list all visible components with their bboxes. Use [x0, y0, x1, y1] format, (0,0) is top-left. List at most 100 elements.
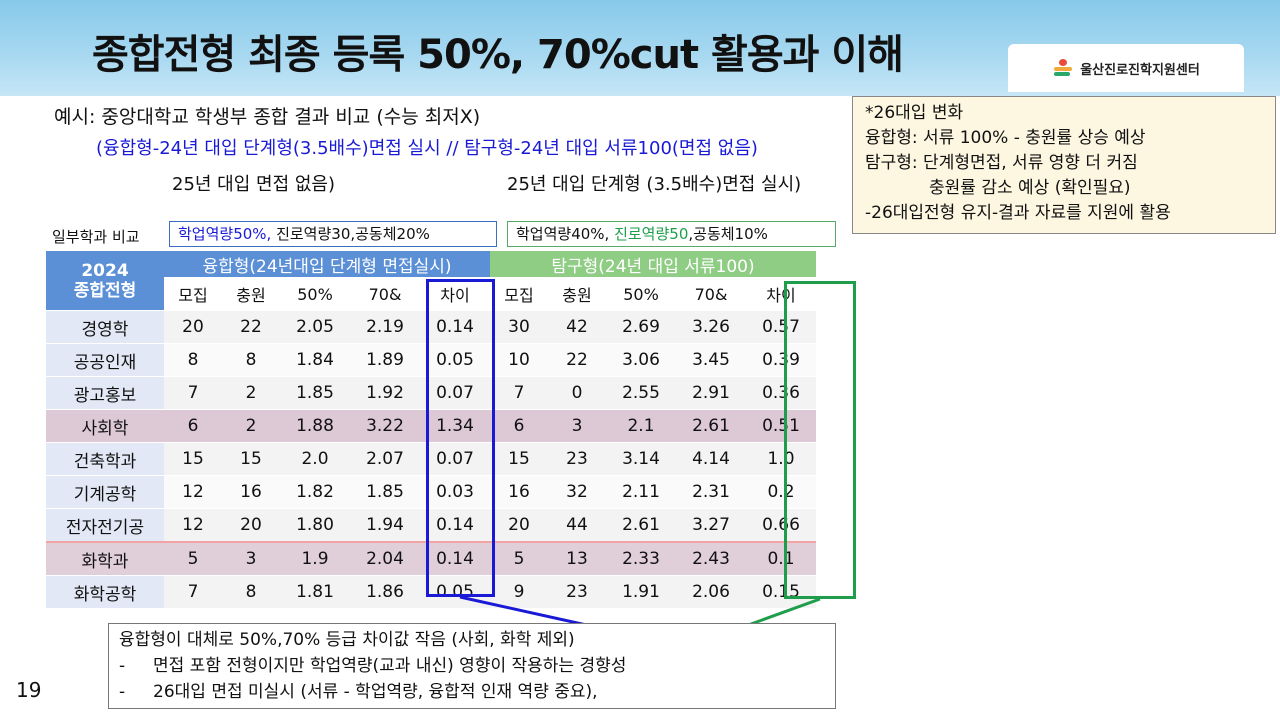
- value-cell: 1.80: [280, 508, 350, 541]
- weight-rest: ,공동체10%: [688, 225, 768, 243]
- value-cell: 30: [490, 310, 548, 343]
- value-cell: 0.66: [746, 508, 816, 541]
- table-row: 건축학과 15 15 2.0 2.07 0.07 15 23 3.14 4.14 1.0: [46, 442, 816, 475]
- table-row: 공공인재 8 8 1.84 1.89 0.05 10 22 3.06 3.45 0.39: [46, 343, 816, 376]
- column-header: 충원: [222, 277, 280, 310]
- value-cell: 0.07: [420, 376, 490, 409]
- column-header: 모집: [490, 277, 548, 310]
- value-cell: 0.07: [420, 442, 490, 475]
- value-cell: 8: [164, 343, 222, 376]
- value-cell: 7: [490, 376, 548, 409]
- value-cell: 0.39: [746, 343, 816, 376]
- value-cell: 20: [222, 508, 280, 541]
- value-cell: 3.14: [606, 442, 676, 475]
- value-cell: 2.69: [606, 310, 676, 343]
- note-left: 25년 대입 면접 없음): [172, 174, 336, 195]
- logo: 울산진로진학지원센터: [1008, 44, 1244, 92]
- dept-cell: 전자전기공: [46, 508, 164, 541]
- dept-cell: 기계공학: [46, 475, 164, 508]
- dept-cell: 화학공학: [46, 575, 164, 608]
- weight-lead: 학업역량40%,: [516, 225, 615, 243]
- value-cell: 20: [490, 508, 548, 541]
- info-line: 융합형: 서류 100% - 충원률 상승 예상: [865, 128, 1146, 148]
- column-header: 50%: [606, 277, 676, 310]
- dept-cell: 사회학: [46, 409, 164, 442]
- value-cell: 15: [222, 442, 280, 475]
- value-cell: 7: [164, 575, 222, 608]
- page-title: 종합전형 최종 등록 50%, 70%cut 활용과 이해: [92, 32, 904, 78]
- value-cell: 1.85: [280, 376, 350, 409]
- compare-label: 일부학과 비교: [52, 228, 140, 246]
- value-cell: 3: [548, 409, 606, 442]
- dept-cell: 광고홍보: [46, 376, 164, 409]
- summary-line: -26대입 면접 미실시 (서류 - 학업역량, 융합적 인재 역량 중요),: [119, 682, 598, 702]
- value-cell: 6: [490, 409, 548, 442]
- value-cell: 0.03: [420, 475, 490, 508]
- column-header: 차이: [420, 277, 490, 310]
- note-right: 25년 대입 단계형 (3.5배수)면접 실시): [507, 174, 802, 195]
- title-banner: 종합전형 최종 등록 50%, 70%cut 활용과 이해 울산진로진학지원센터: [0, 0, 1280, 96]
- value-cell: 1.9: [280, 541, 350, 575]
- value-cell: 4.14: [676, 442, 746, 475]
- info-line: 충원률 감소 예상 (확인필요): [929, 178, 1131, 198]
- dept-cell: 화학과: [46, 541, 164, 575]
- value-cell: 1.94: [350, 508, 420, 541]
- table-corner: 2024 종합전형: [46, 250, 164, 310]
- column-header: 차이: [746, 277, 816, 310]
- value-cell: 3: [222, 541, 280, 575]
- change-info-box: *26대입 변화 융합형: 서류 100% - 충원률 상승 예상 탐구형: 단…: [852, 96, 1276, 234]
- column-header: 충원: [548, 277, 606, 310]
- weight-box-b: 학업역량40%, 진로역량50,공동체10%: [507, 221, 836, 247]
- highlight-frame-green: [784, 281, 856, 599]
- dept-cell: 공공인재: [46, 343, 164, 376]
- example-heading: 예시: 중앙대학교 학생부 종합 결과 비교 (수능 최저X): [54, 106, 481, 128]
- value-cell: 2.07: [350, 442, 420, 475]
- value-cell: 2.06: [676, 575, 746, 608]
- value-cell: 8: [222, 575, 280, 608]
- highlight-frame-blue: [426, 279, 495, 597]
- value-cell: 1.81: [280, 575, 350, 608]
- summary-line: 융합형이 대체로 50%,70% 등급 차이값 작음 (사회, 화학 제외): [119, 630, 575, 650]
- logo-icon: [1052, 57, 1074, 79]
- value-cell: 15: [164, 442, 222, 475]
- value-cell: 2.61: [606, 508, 676, 541]
- value-cell: 0.57: [746, 310, 816, 343]
- value-cell: 3.45: [676, 343, 746, 376]
- value-cell: 2.11: [606, 475, 676, 508]
- column-header: 70&: [350, 277, 420, 310]
- value-cell: 3.06: [606, 343, 676, 376]
- info-line: *26대입 변화: [865, 103, 964, 123]
- value-cell: 2.33: [606, 541, 676, 575]
- value-cell: 5: [490, 541, 548, 575]
- value-cell: 1.82: [280, 475, 350, 508]
- value-cell: 0.51: [746, 409, 816, 442]
- value-cell: 5: [164, 541, 222, 575]
- value-cell: 0.2: [746, 475, 816, 508]
- value-cell: 1.89: [350, 343, 420, 376]
- value-cell: 2: [222, 409, 280, 442]
- value-cell: 1.34: [420, 409, 490, 442]
- value-cell: 22: [548, 343, 606, 376]
- group-header-b: 탐구형(24년 대입 서류100): [490, 250, 816, 277]
- weight-rest: 진로역량30,공동체20%: [271, 225, 430, 243]
- value-cell: 13: [548, 541, 606, 575]
- value-cell: 0.14: [420, 310, 490, 343]
- summary-box: 융합형이 대체로 50%,70% 등급 차이값 작음 (사회, 화학 제외) -…: [108, 623, 836, 709]
- value-cell: 0.1: [746, 541, 816, 575]
- value-cell: 1.85: [350, 475, 420, 508]
- results-table: 2024 종합전형 융합형(24년대입 단계형 면접실시) 탐구형(24년 대입 …: [46, 250, 816, 608]
- value-cell: 2.1: [606, 409, 676, 442]
- dept-cell: 경영학: [46, 310, 164, 343]
- weight-box-a: 학업역량50%, 진로역량30,공동체20%: [169, 221, 497, 247]
- weight-accent: 진로역량50: [614, 225, 689, 243]
- value-cell: 23: [548, 575, 606, 608]
- table-row: 경영학 20 22 2.05 2.19 0.14 30 42 2.69 3.26 0.57: [46, 310, 816, 343]
- value-cell: 1.88: [280, 409, 350, 442]
- value-cell: 2.19: [350, 310, 420, 343]
- value-cell: 2.31: [676, 475, 746, 508]
- value-cell: 0.36: [746, 376, 816, 409]
- value-cell: 2: [222, 376, 280, 409]
- summary-line: - 면접 포함 전형이지만 학업역량(교과 내신) 영향이 작용하는 경향성: [119, 656, 627, 676]
- value-cell: 15: [490, 442, 548, 475]
- page-number: 19: [16, 678, 42, 702]
